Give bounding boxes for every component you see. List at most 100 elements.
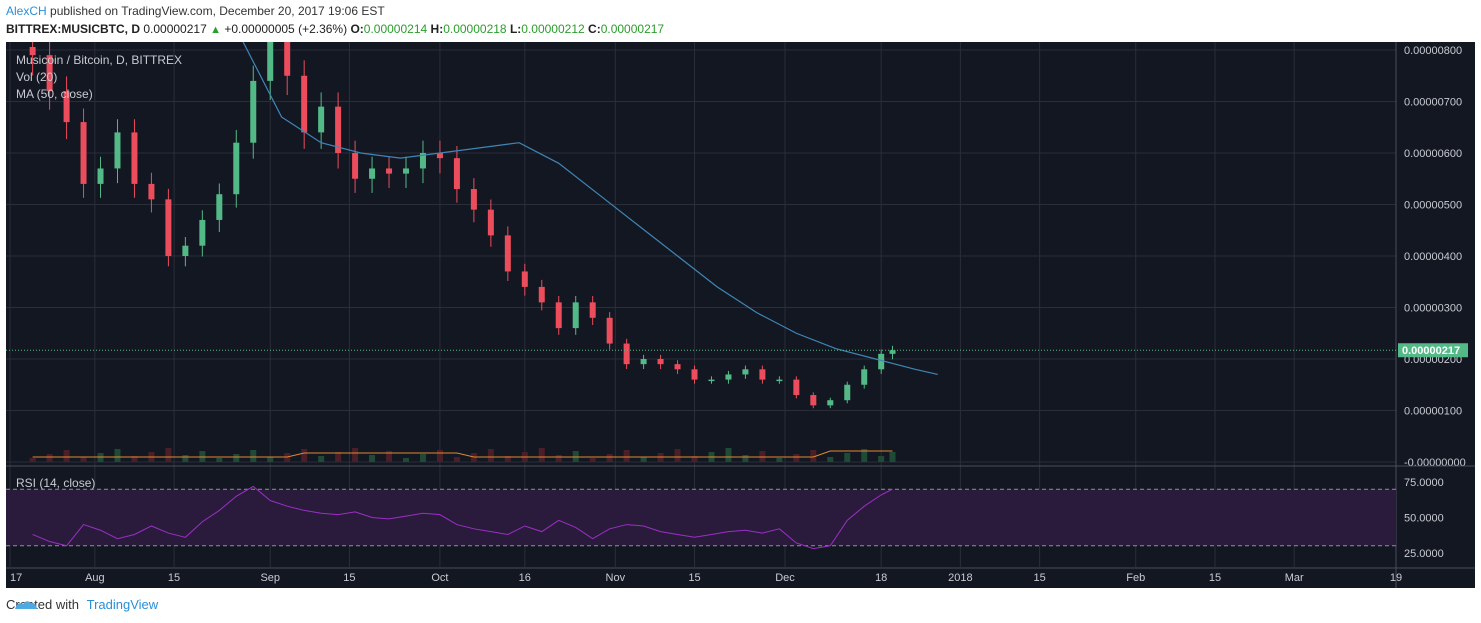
volume-bar [487, 449, 494, 462]
price-tick-label: 0.00000600 [1404, 148, 1462, 160]
volume-bar [369, 455, 376, 462]
candle-body [623, 343, 630, 365]
volume-bar [386, 451, 393, 462]
price-tick-label: 0.00000400 [1404, 251, 1462, 263]
volume-bar [267, 457, 274, 462]
candle-body [352, 153, 359, 179]
candle-body [182, 245, 189, 256]
candle-body [691, 369, 698, 380]
candle-body [419, 153, 426, 169]
candle-body [572, 302, 579, 329]
candle-body [199, 219, 206, 246]
header-bar: AlexCH published on TradingView.com, Dec… [0, 0, 1481, 42]
high-label: H: [430, 22, 444, 36]
ma50-line [242, 42, 938, 376]
rsi-line [32, 485, 893, 550]
candle-body [674, 364, 681, 370]
candle-body [216, 194, 223, 220]
volume-bar [889, 452, 896, 462]
candle-body [453, 158, 460, 190]
close-value: 0.00000217 [600, 22, 665, 36]
candle-body [538, 286, 545, 303]
candle-body [861, 369, 868, 385]
time-tick-label: Feb [1126, 572, 1145, 584]
volume-bar [844, 453, 851, 462]
time-tick-label: 17 [10, 572, 22, 584]
candle-body [369, 168, 376, 179]
volume-ma-line [32, 450, 893, 458]
volume-bar [555, 455, 562, 462]
candle-body [29, 47, 36, 56]
candle-body [555, 302, 562, 329]
volume-legend: Vol (20) [16, 70, 57, 84]
candle-body [742, 369, 749, 375]
volume-bar [725, 448, 732, 462]
volume-bar [504, 456, 511, 462]
time-tick-label: Nov [606, 572, 626, 584]
time-tick-label: Mar [1285, 572, 1304, 584]
time-tick-label: 15 [168, 572, 180, 584]
volume-bar [182, 455, 189, 462]
volume-bar [335, 452, 342, 462]
volume-bar [623, 450, 630, 462]
published-text: published on TradingView.com, December 2… [46, 4, 385, 18]
volume-bar [538, 448, 545, 462]
candle-body [284, 42, 291, 76]
candle-body [80, 122, 87, 184]
candle-body [335, 106, 342, 153]
time-tick-label: Oct [431, 572, 448, 584]
volume-bar [114, 449, 121, 462]
last-price-label: 0.00000217 [1402, 345, 1460, 357]
last-price-badge [1398, 343, 1468, 358]
footer: Created with TradingView [6, 597, 158, 612]
rsi-band [6, 489, 1396, 546]
volume-bar [250, 450, 257, 462]
change-value: +0.00000005 (+2.36%) [224, 22, 348, 36]
volume-bar [793, 454, 800, 462]
volume-bar [46, 454, 53, 462]
time-tick-label: 18 [875, 572, 887, 584]
candle-body [165, 199, 172, 256]
rsi-tick-label: 25.0000 [1404, 548, 1444, 560]
time-tick-label: 19 [1390, 572, 1402, 584]
candle-body [640, 359, 647, 365]
price-chart[interactable]: 0.00000800 0.00000700 0.00000600 0.00000500… [6, 42, 1475, 588]
time-tick-label: 2018 [948, 572, 972, 584]
volume-bar [453, 457, 460, 462]
volume-bar [419, 454, 426, 462]
volume-bar [827, 457, 834, 462]
volume-bar [776, 458, 783, 462]
volume-bar [165, 448, 172, 462]
volume-bar [301, 449, 308, 462]
candle-body [470, 189, 477, 210]
time-tick-label: 15 [1209, 572, 1221, 584]
time-tick-label: Aug [85, 572, 105, 584]
candle-body [436, 153, 443, 159]
candle-body [267, 42, 274, 81]
time-tick-label: 15 [1033, 572, 1045, 584]
chart-area[interactable]: 0.00000800 0.00000700 0.00000600 0.00000500… [6, 42, 1475, 588]
candle-body [233, 142, 240, 195]
chart-title: Musicoin / Bitcoin, D, BITTREX [16, 53, 182, 67]
up-arrow-icon: ▲ [210, 24, 221, 36]
candle-body [889, 350, 896, 354]
volume-bar [691, 456, 698, 462]
rsi-tick-label: 75.0000 [1404, 477, 1444, 489]
time-tick-label: Dec [775, 572, 795, 584]
tradingview-link[interactable]: TradingView [86, 597, 159, 612]
author-link[interactable]: AlexCH [6, 4, 47, 18]
low-label: L: [509, 22, 522, 36]
volume-bar [352, 448, 359, 462]
candle-body [606, 317, 613, 344]
last-price: 0.00000217 [143, 22, 207, 36]
candle-body [776, 379, 783, 382]
volume-bar [861, 449, 868, 462]
publish-line: AlexCH published on TradingView.com, Dec… [6, 4, 385, 18]
ma-legend: MA (50, close) [16, 87, 93, 101]
volume-bar [131, 456, 138, 462]
ohlc-line: BITTREX:MUSICBTC, D 0.00000217 ▲ +0.0000… [6, 22, 664, 36]
volume-bar [80, 457, 87, 462]
volume-bar [606, 454, 613, 462]
candle-body [487, 209, 494, 236]
volume-bar [810, 450, 817, 462]
